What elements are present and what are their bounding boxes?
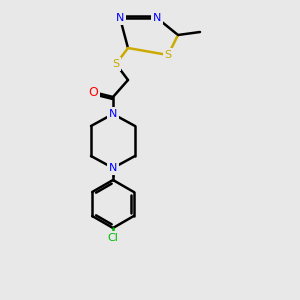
Text: Cl: Cl [108, 233, 118, 243]
Text: S: S [164, 50, 172, 60]
Text: N: N [116, 13, 124, 23]
Text: N: N [109, 109, 117, 119]
Text: N: N [153, 13, 161, 23]
Text: N: N [109, 163, 117, 173]
Text: O: O [88, 85, 98, 98]
Text: S: S [112, 59, 120, 69]
